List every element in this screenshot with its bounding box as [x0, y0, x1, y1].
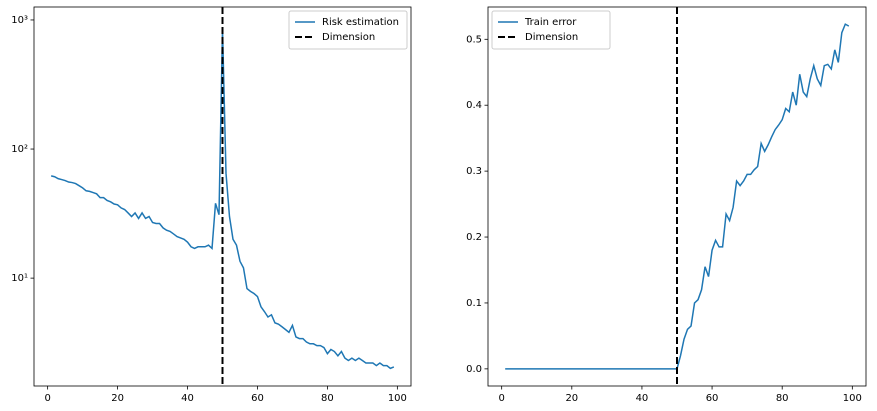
y-tick-label: 10¹	[11, 273, 28, 284]
y-tick-label: 10²	[11, 144, 28, 155]
x-tick-label: 60	[706, 393, 719, 404]
x-tick-label: 0	[44, 393, 50, 404]
y-tick-label: 0.5	[466, 34, 482, 45]
legend-label: Dimension	[525, 32, 578, 43]
x-tick-label: 20	[111, 393, 124, 404]
x-tick-label: 100	[388, 393, 407, 404]
x-tick-label: 20	[565, 393, 578, 404]
x-tick-label: 80	[776, 393, 789, 404]
subplot: 0 20 40 60 80 100 10¹ 10² 10³ Risk estimation Dime…	[11, 6, 412, 404]
y-tick-label: 0.2	[466, 232, 482, 243]
y-tick-label: 0.0	[466, 364, 482, 375]
x-tick-label: 100	[843, 393, 862, 404]
subplot: 0 20 40 60 80 100 0.0 0.1 0.2 0.3 0.4 0.5 Train erro…	[466, 6, 867, 404]
legend-frame	[491, 10, 611, 50]
y-tick-label: 0.1	[466, 298, 482, 309]
y-tick-label: 0.3	[466, 166, 482, 177]
y-tick-label: 0.4	[466, 100, 482, 111]
x-tick-label: 40	[181, 393, 194, 404]
legend-label: Risk estimation	[322, 17, 399, 28]
legend-label: Dimension	[322, 32, 375, 43]
legend-frame	[288, 10, 408, 50]
x-tick-label: 60	[251, 393, 264, 404]
x-tick-label: 0	[498, 393, 504, 404]
y-tick-label: 10³	[11, 15, 28, 26]
x-tick-label: 80	[321, 393, 334, 404]
legend-label: Train error	[524, 17, 577, 28]
x-tick-label: 40	[636, 393, 649, 404]
